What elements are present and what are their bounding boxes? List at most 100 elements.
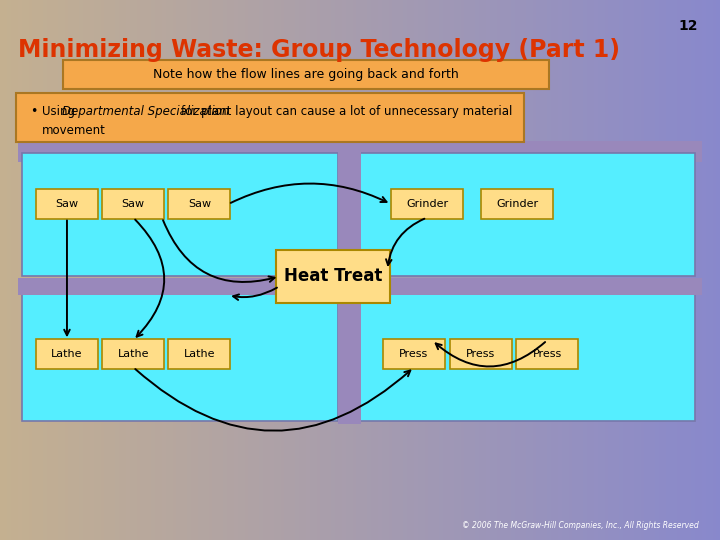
Bar bbox=[594, 0, 598, 540]
Bar bbox=[482, 0, 486, 540]
Bar bbox=[475, 0, 479, 540]
Bar bbox=[306, 0, 310, 540]
Bar bbox=[284, 0, 288, 540]
Bar bbox=[0, 0, 4, 540]
Bar bbox=[479, 0, 482, 540]
Bar bbox=[716, 0, 720, 540]
Bar bbox=[194, 0, 198, 540]
Bar bbox=[223, 0, 227, 540]
Bar bbox=[364, 0, 367, 540]
Bar bbox=[112, 0, 115, 540]
Bar bbox=[266, 0, 270, 540]
Bar bbox=[338, 0, 342, 540]
Text: Heat Treat: Heat Treat bbox=[284, 267, 382, 286]
Bar bbox=[709, 0, 713, 540]
Bar bbox=[684, 0, 688, 540]
Bar bbox=[94, 0, 97, 540]
Text: Minimizing Waste: Group Technology (Part 1): Minimizing Waste: Group Technology (Part… bbox=[18, 38, 620, 62]
Bar bbox=[7, 0, 11, 540]
Bar bbox=[659, 0, 662, 540]
Bar bbox=[583, 0, 587, 540]
Bar bbox=[349, 0, 353, 540]
Bar bbox=[468, 0, 472, 540]
Text: Grinder: Grinder bbox=[496, 199, 538, 209]
Bar bbox=[54, 0, 58, 540]
Bar bbox=[414, 0, 418, 540]
Bar bbox=[562, 0, 565, 540]
Text: Press: Press bbox=[533, 349, 562, 359]
Bar bbox=[450, 0, 454, 540]
Bar bbox=[320, 0, 324, 540]
Bar bbox=[184, 0, 187, 540]
Bar bbox=[18, 278, 702, 295]
Bar bbox=[86, 0, 90, 540]
Bar bbox=[598, 0, 601, 540]
Bar bbox=[544, 0, 547, 540]
FancyBboxPatch shape bbox=[390, 189, 464, 219]
Bar bbox=[313, 0, 317, 540]
Bar bbox=[439, 0, 443, 540]
Text: Departmental Specialization: Departmental Specialization bbox=[62, 105, 229, 118]
Bar bbox=[302, 0, 306, 540]
Bar bbox=[576, 0, 580, 540]
Bar bbox=[32, 0, 36, 540]
FancyBboxPatch shape bbox=[22, 284, 338, 421]
Bar bbox=[551, 0, 554, 540]
Bar bbox=[115, 0, 119, 540]
Bar bbox=[90, 0, 94, 540]
Bar bbox=[14, 0, 18, 540]
Bar bbox=[212, 0, 216, 540]
Bar bbox=[421, 0, 425, 540]
Text: © 2006 The McGraw-Hill Companies, Inc., All Rights Reserved: © 2006 The McGraw-Hill Companies, Inc., … bbox=[462, 521, 698, 530]
Bar bbox=[256, 0, 259, 540]
Text: Saw: Saw bbox=[122, 199, 145, 209]
FancyBboxPatch shape bbox=[481, 189, 553, 219]
Text: Lathe: Lathe bbox=[51, 349, 83, 359]
Bar bbox=[169, 0, 173, 540]
Bar bbox=[515, 0, 518, 540]
Bar bbox=[626, 0, 630, 540]
Bar bbox=[504, 0, 508, 540]
Bar bbox=[216, 0, 220, 540]
Bar bbox=[565, 0, 569, 540]
Bar bbox=[25, 0, 29, 540]
Bar bbox=[533, 0, 536, 540]
Bar bbox=[338, 151, 361, 424]
Bar bbox=[601, 0, 605, 540]
Bar bbox=[511, 0, 515, 540]
Bar bbox=[612, 0, 616, 540]
Bar bbox=[148, 0, 151, 540]
Bar bbox=[252, 0, 256, 540]
Bar bbox=[547, 0, 551, 540]
Bar bbox=[18, 0, 22, 540]
Bar bbox=[619, 0, 623, 540]
Bar bbox=[680, 0, 684, 540]
Bar bbox=[317, 0, 320, 540]
Bar bbox=[670, 0, 673, 540]
Bar bbox=[220, 0, 223, 540]
Bar bbox=[410, 0, 414, 540]
Bar bbox=[205, 0, 209, 540]
Bar bbox=[637, 0, 641, 540]
Bar bbox=[328, 0, 331, 540]
FancyBboxPatch shape bbox=[36, 339, 98, 369]
Bar bbox=[464, 0, 468, 540]
Bar bbox=[295, 0, 299, 540]
Bar bbox=[173, 0, 176, 540]
Bar bbox=[425, 0, 428, 540]
Text: Note how the flow lines are going back and forth: Note how the flow lines are going back a… bbox=[153, 68, 459, 81]
Bar bbox=[162, 0, 166, 540]
Bar bbox=[392, 0, 396, 540]
Bar bbox=[378, 0, 382, 540]
Bar bbox=[133, 0, 137, 540]
Bar bbox=[4, 0, 7, 540]
Bar bbox=[122, 0, 126, 540]
Bar bbox=[605, 0, 608, 540]
Bar bbox=[554, 0, 558, 540]
Bar bbox=[342, 0, 346, 540]
Bar bbox=[230, 0, 234, 540]
Bar bbox=[144, 0, 148, 540]
Bar bbox=[155, 0, 158, 540]
FancyBboxPatch shape bbox=[16, 93, 524, 142]
Bar bbox=[590, 0, 594, 540]
